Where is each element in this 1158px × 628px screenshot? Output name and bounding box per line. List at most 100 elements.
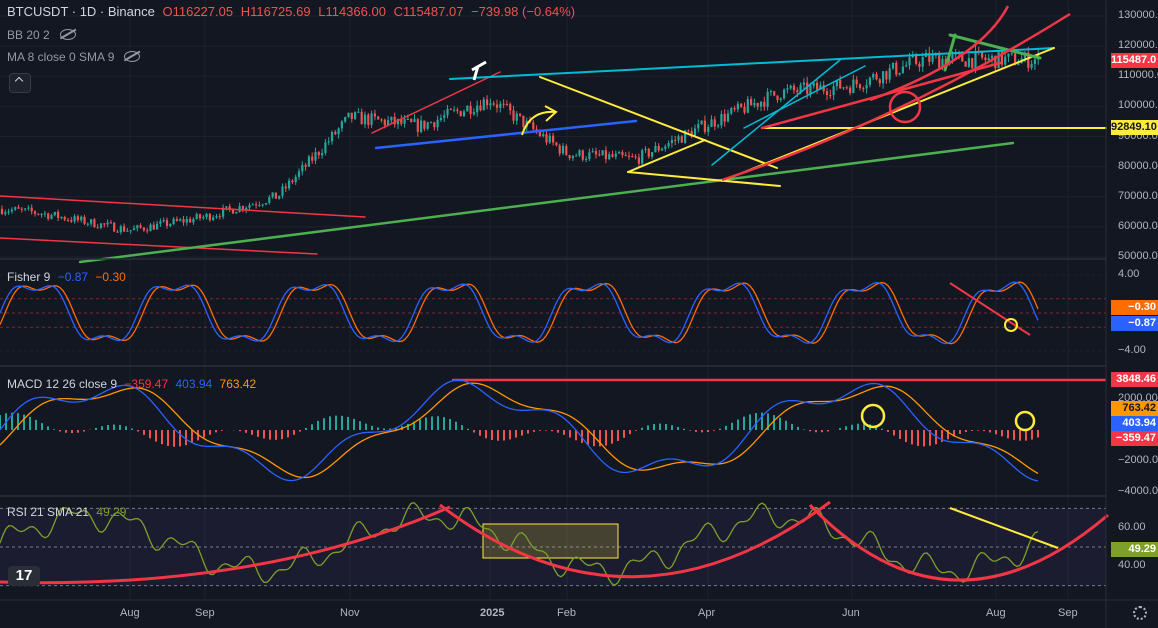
candle-body [875, 74, 878, 80]
macd-legend[interactable]: MACD 12 26 close 9 −359.47 403.94 763.42 [7, 376, 260, 392]
candle-body [710, 119, 713, 127]
rsi-pane [0, 500, 1109, 587]
candle-body [218, 216, 221, 218]
candle-body [360, 111, 363, 125]
candle-body [981, 51, 984, 58]
time-axis-tick: Jun [842, 607, 860, 619]
candle-body [416, 119, 419, 132]
candle-body [670, 139, 673, 144]
candle-body [350, 112, 353, 119]
macd-level-tag: 3848.46 [1111, 372, 1158, 387]
channel-line [374, 119, 638, 150]
fisher-legend[interactable]: Fisher 9 −0.87 −0.30 [7, 269, 130, 285]
candle-body [245, 207, 248, 210]
candle-body [832, 86, 835, 96]
candle-body [1004, 56, 1007, 65]
candle-body [915, 55, 918, 64]
time-axis-tick: Feb [557, 607, 576, 619]
candle-body [618, 152, 621, 154]
candle-body [799, 84, 802, 93]
candle-body [70, 219, 73, 222]
candle-body [684, 130, 687, 143]
candle-body [182, 219, 185, 223]
curve-line [721, 12, 1071, 182]
candle-body [1033, 59, 1036, 64]
candle-body [73, 216, 76, 222]
candle-body [552, 135, 555, 143]
candle-body [773, 91, 776, 96]
candle-body [627, 155, 631, 157]
candle-body [479, 105, 482, 111]
candle-body [53, 211, 56, 216]
candle-body [707, 126, 710, 132]
candle-body [713, 119, 716, 127]
highlight-circle [1014, 410, 1036, 432]
curve-line [869, 5, 1010, 102]
triangle-line [539, 76, 778, 169]
candle-body [951, 54, 954, 59]
candle-body [769, 91, 772, 93]
ma-legend[interactable]: MA 8 close 0 SMA 9 [7, 49, 144, 65]
macd-line-tag: 403.94 [1111, 416, 1158, 431]
candle-body [222, 207, 225, 217]
candle-body [677, 136, 680, 141]
candle-body [146, 230, 149, 232]
collapse-legend-button[interactable] [9, 73, 31, 93]
candle-body [466, 105, 469, 112]
candle-body [482, 99, 485, 111]
rsi-axis-tick: 60.00 [1118, 520, 1146, 533]
macd-line-value: 403.94 [175, 377, 213, 391]
candle-body [462, 111, 466, 117]
candle-body [822, 85, 825, 92]
candle-body [80, 216, 83, 221]
candle-body [746, 99, 749, 113]
candle-body [743, 107, 746, 113]
candle-body [86, 223, 89, 225]
highlight-circle [888, 90, 922, 124]
trendline [948, 33, 1042, 60]
price-axis-tick: 120000.00 [1118, 39, 1158, 52]
candle-body [185, 218, 188, 223]
candle-body [690, 131, 693, 137]
candle-body [703, 120, 706, 132]
symbol-title[interactable]: BTCUSDT · 1D · Binance [7, 4, 155, 19]
candle-body [532, 122, 535, 129]
gear-icon[interactable] [1133, 606, 1147, 620]
eye-hidden-icon[interactable] [59, 29, 76, 40]
candle-body [47, 213, 50, 219]
candle-body [601, 150, 604, 156]
candle-body [165, 220, 169, 226]
candle-body [608, 154, 611, 160]
bb-legend[interactable]: BB 20 2 [7, 27, 80, 43]
price-axis-tick: 100000.00 [1118, 99, 1158, 112]
tradingview-logo[interactable]: 17 [8, 566, 40, 586]
candle-body [700, 120, 703, 125]
candle-body [106, 222, 109, 225]
candle-body [888, 68, 891, 80]
candle-body [420, 120, 423, 132]
candle-body [908, 57, 911, 66]
candle-body [123, 226, 126, 232]
candle-body [334, 131, 337, 135]
eye-hidden-icon[interactable] [124, 51, 141, 62]
time-axis-tick: Nov [340, 607, 360, 619]
candle-body [489, 103, 492, 106]
candle-body [274, 192, 277, 199]
candle-body [426, 122, 429, 129]
candle-body [660, 148, 664, 151]
channel-line [0, 195, 366, 218]
candle-body [578, 150, 581, 156]
rsi-label: RSI 21 SMA 21 [7, 505, 90, 519]
candle-body [792, 85, 796, 91]
candle-body [505, 103, 508, 105]
candle-body [994, 55, 997, 69]
candle-body [27, 207, 30, 209]
change-value: −739.98 (−0.64%) [471, 4, 576, 19]
candle-body [492, 103, 495, 105]
rsi-legend[interactable]: RSI 21 SMA 21 49.29 [7, 504, 130, 520]
price-axis-tick: 130000.00 [1118, 9, 1158, 21]
candle-body [763, 101, 766, 107]
candle-body [499, 103, 502, 108]
candle-body [116, 231, 119, 233]
